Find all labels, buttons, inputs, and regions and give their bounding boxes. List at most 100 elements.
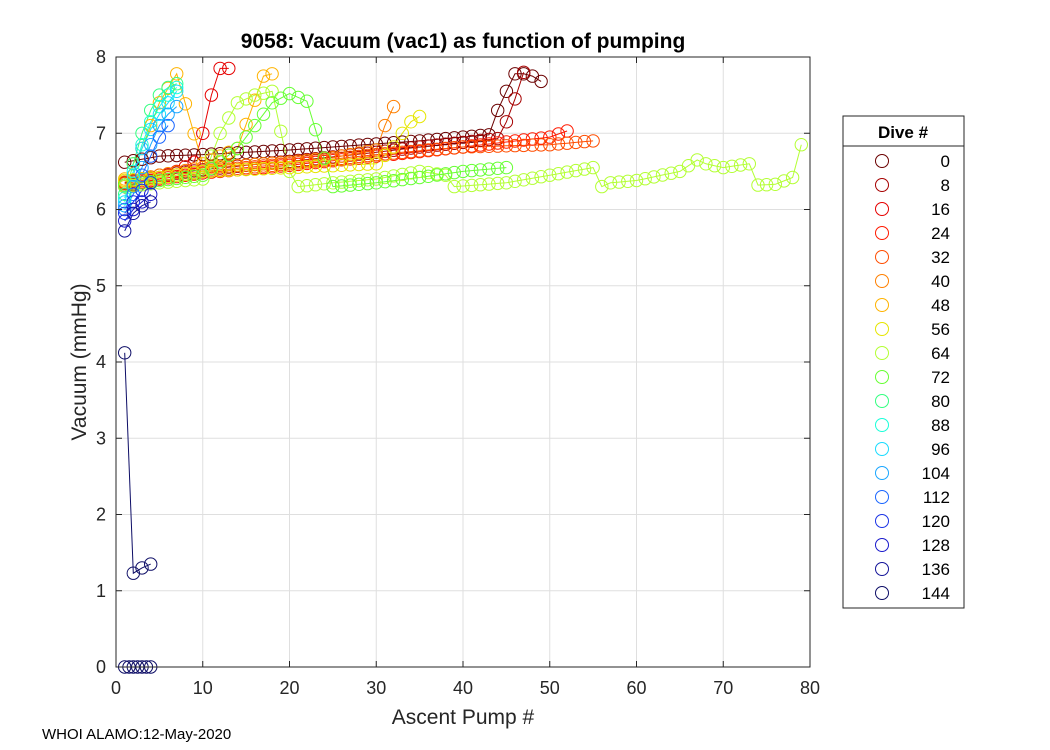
series-line-dive-64 (124, 90, 802, 188)
data-point-dive-56 (395, 126, 409, 141)
y-tick-label: 0 (96, 657, 106, 677)
data-point-dive-56 (248, 162, 262, 176)
data-point-dive-32 (577, 134, 592, 149)
data-point-dive-72 (187, 169, 201, 184)
data-point-dive-72 (421, 169, 435, 184)
data-point-dive-72 (491, 161, 505, 176)
legend-label-dive-48: 48 (931, 296, 950, 315)
data-point-dive-64 (369, 172, 383, 186)
data-point-dive-56 (144, 171, 158, 185)
data-point-dive-48 (152, 96, 167, 110)
legend-label-dive-8: 8 (941, 176, 950, 195)
data-point-dive-32 (560, 136, 574, 150)
data-point-dive-64 (543, 168, 557, 182)
legend-label-dive-40: 40 (931, 272, 950, 291)
data-point-dive-72 (395, 172, 409, 187)
legend-label-dive-144: 144 (922, 584, 950, 603)
series-line-dive-112 (124, 125, 169, 210)
data-point-dive-64 (621, 174, 635, 189)
legend-marker-dive-64 (875, 346, 889, 360)
data-point-dive-24 (499, 135, 514, 149)
data-point-dive-48 (265, 67, 279, 81)
data-point-dive-64 (664, 166, 678, 180)
data-point-dive-56 (300, 160, 314, 174)
data-point-dive-56 (386, 140, 401, 154)
data-point-dive-32 (473, 139, 488, 154)
footer-stamp: WHOI ALAMO:12-May-2020 (42, 726, 232, 743)
data-point-dive-48 (187, 127, 201, 141)
data-point-dive-72 (196, 168, 210, 182)
data-point-dive-88 (144, 115, 158, 129)
data-point-dive-0 (187, 148, 201, 162)
data-point-dive-72 (256, 107, 271, 121)
data-point-dive-64 (334, 175, 349, 189)
data-point-dive-16 (204, 88, 219, 102)
data-point-dive-32 (508, 138, 522, 153)
data-point-dive-32 (404, 144, 418, 159)
data-point-dive-40 (161, 167, 175, 181)
legend-label-dive-56: 56 (931, 320, 950, 339)
data-point-dive-136 (135, 199, 149, 213)
data-point-dive-88 (152, 99, 167, 114)
data-point-dive-64 (465, 178, 479, 193)
data-point-dive-40 (196, 160, 210, 175)
data-point-dive-88 (135, 138, 149, 152)
legend-marker-dive-24 (875, 226, 889, 240)
plot-series-markers (118, 61, 808, 674)
data-point-dive-64 (170, 174, 184, 189)
data-point-dive-72 (161, 172, 175, 187)
data-point-dive-56 (230, 163, 245, 177)
data-point-dive-32 (534, 138, 548, 152)
data-point-dive-80 (126, 157, 141, 171)
legend-label-dive-32: 32 (931, 248, 950, 267)
legend-label-dive-72: 72 (931, 368, 950, 387)
data-point-dive-72 (291, 90, 305, 105)
data-point-dive-0 (126, 154, 141, 168)
data-point-dive-112 (135, 168, 149, 182)
data-point-dive-64 (508, 174, 522, 189)
data-point-dive-0 (161, 149, 175, 163)
data-point-dive-64 (473, 178, 488, 192)
data-point-dive-0 (534, 74, 548, 89)
data-point-dive-64 (716, 160, 730, 175)
legend-marker-dive-128 (875, 538, 889, 552)
data-point-dive-64 (768, 177, 782, 192)
data-point-dive-40 (213, 159, 227, 174)
data-point-dive-24 (534, 131, 548, 145)
data-point-dive-0 (430, 132, 444, 147)
data-point-dive-64 (777, 174, 791, 188)
data-point-dive-104 (118, 199, 132, 213)
x-tick-label: 80 (800, 678, 820, 698)
data-point-dive-144 (135, 561, 149, 575)
data-point-dive-72 (378, 175, 392, 189)
data-point-dive-40 (334, 149, 349, 163)
data-point-dive-56 (213, 163, 227, 178)
data-point-dive-40 (352, 146, 366, 160)
data-point-dive-56 (187, 165, 201, 180)
legend-marker-dive-112 (875, 490, 889, 504)
legend-marker-dive-32 (875, 250, 889, 264)
data-point-dive-56 (412, 109, 427, 124)
data-point-dive-56 (161, 169, 175, 184)
data-point-dive-32 (517, 138, 531, 153)
legend-label-dive-64: 64 (931, 344, 950, 363)
data-point-dive-72 (265, 96, 279, 110)
data-point-dive-32 (430, 142, 444, 157)
legend-title: Dive # (878, 123, 929, 142)
data-point-dive-136 (144, 195, 158, 209)
data-point-dive-88 (161, 88, 175, 102)
data-point-dive-64 (638, 172, 652, 186)
data-point-dive-64 (317, 177, 331, 191)
data-point-dive-64 (230, 96, 245, 110)
data-point-dive-104 (144, 138, 158, 152)
data-point-dive-8 (499, 115, 514, 129)
data-point-dive-72 (465, 163, 479, 178)
data-point-dive-56 (369, 157, 383, 171)
data-point-dive-88 (118, 191, 132, 205)
series-line-dive-88 (124, 87, 178, 199)
data-point-dive-32 (586, 134, 600, 148)
data-point-dive-64 (456, 179, 470, 193)
data-point-dive-80 (144, 103, 158, 118)
legend-marker-dive-104 (875, 466, 889, 480)
data-point-dive-120 (135, 183, 149, 198)
